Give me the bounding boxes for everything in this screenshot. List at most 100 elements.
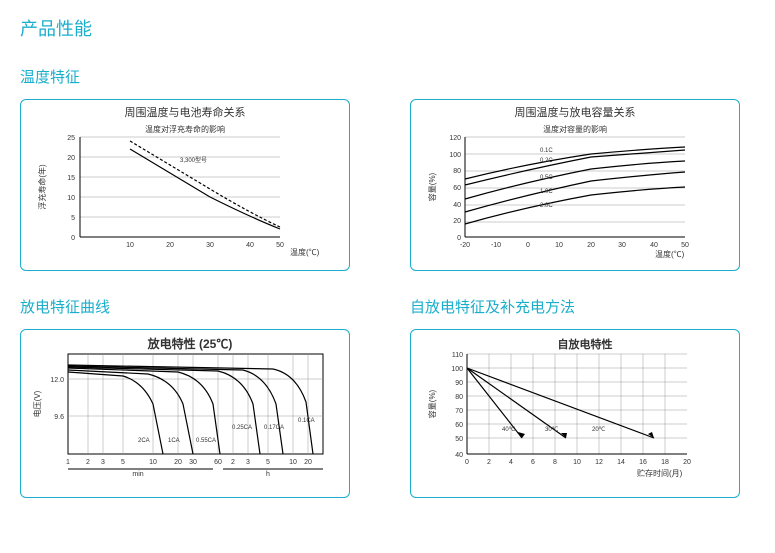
section-discharge-title: 放电特征曲线: [20, 296, 350, 317]
page-title: 产品性能: [20, 15, 755, 41]
svg-text:60: 60: [453, 185, 461, 192]
svg-text:50: 50: [681, 242, 689, 249]
svg-text:1.0C: 1.0C: [540, 189, 553, 195]
svg-text:3: 3: [101, 459, 105, 466]
svg-text:3: 3: [246, 459, 250, 466]
svg-text:20: 20: [587, 242, 595, 249]
svg-text:10: 10: [555, 242, 563, 249]
svg-text:0: 0: [457, 235, 461, 242]
chart2-title: 周围温度与放电容量关系: [419, 104, 731, 120]
row-2: 放电特征曲线 放电特性 (25℃): [20, 296, 755, 498]
chart1-subtitle: 温度对浮充寿命的影响: [145, 124, 225, 134]
svg-text:9.6: 9.6: [54, 414, 64, 421]
svg-text:放电特性 (25℃): 放电特性 (25℃): [147, 336, 233, 351]
svg-text:0.1CA: 0.1CA: [298, 418, 315, 424]
svg-text:40: 40: [650, 242, 658, 249]
svg-text:25: 25: [67, 135, 75, 142]
svg-text:120: 120: [449, 135, 461, 142]
svg-text:2: 2: [86, 459, 90, 466]
svg-text:50: 50: [455, 436, 463, 443]
svg-text:2: 2: [231, 459, 235, 466]
svg-text:40: 40: [455, 452, 463, 459]
svg-text:50: 50: [276, 242, 284, 249]
svg-text:90: 90: [455, 380, 463, 387]
svg-text:10: 10: [573, 459, 581, 466]
svg-text:5: 5: [71, 215, 75, 222]
svg-text:12: 12: [595, 459, 603, 466]
svg-text:20℃: 20℃: [592, 427, 606, 433]
svg-text:0.55CA: 0.55CA: [196, 438, 216, 444]
svg-text:0.5C: 0.5C: [540, 175, 553, 181]
svg-text:-10: -10: [491, 242, 501, 249]
svg-text:30℃: 30℃: [545, 427, 559, 433]
svg-text:110: 110: [452, 352, 463, 359]
chart-temperature-life: 周围温度与电池寿命关系 温度对浮充寿命的影响: [20, 99, 350, 271]
chart1-title: 周围温度与电池寿命关系: [29, 104, 341, 120]
svg-text:18: 18: [661, 459, 669, 466]
svg-text:60: 60: [214, 459, 222, 466]
svg-text:贮存时间(月): 贮存时间(月): [637, 468, 683, 478]
svg-text:4: 4: [509, 459, 513, 466]
svg-text:15: 15: [67, 175, 75, 182]
svg-text:温度(℃): 温度(℃): [655, 249, 685, 259]
svg-text:20: 20: [683, 459, 691, 466]
svg-text:温度(℃): 温度(℃): [290, 247, 320, 257]
svg-text:12.0: 12.0: [50, 377, 64, 384]
chart4-svg: 自放电特性: [425, 334, 725, 489]
section-temperature-title: 温度特征: [20, 66, 755, 87]
svg-text:14: 14: [617, 459, 625, 466]
chart1-grid: [80, 137, 280, 217]
svg-text:容量(%): 容量(%): [427, 389, 437, 418]
svg-text:0: 0: [71, 235, 75, 242]
svg-text:0.25CA: 0.25CA: [232, 425, 252, 431]
svg-text:min: min: [132, 471, 143, 478]
svg-text:电压(V): 电压(V): [32, 390, 42, 417]
svg-text:10: 10: [67, 195, 75, 202]
section-selfdischarge-title: 自放电特征及补充电方法: [410, 296, 740, 317]
svg-text:40: 40: [453, 202, 461, 209]
svg-text:0: 0: [465, 459, 469, 466]
svg-text:70: 70: [455, 408, 463, 415]
svg-text:h: h: [266, 471, 270, 478]
svg-text:20: 20: [453, 218, 461, 225]
svg-text:3,300型号: 3,300型号: [180, 156, 207, 164]
svg-text:容量(%): 容量(%): [427, 172, 437, 201]
svg-text:16: 16: [639, 459, 647, 466]
svg-text:浮充寿命(年): 浮充寿命(年): [37, 164, 47, 210]
svg-text:0.1C: 0.1C: [540, 148, 553, 154]
svg-text:30: 30: [206, 242, 214, 249]
chart2-subtitle: 温度对容量的影响: [543, 124, 607, 134]
svg-text:30: 30: [618, 242, 626, 249]
chart-temperature-capacity: 周围温度与放电容量关系 温度对容量的影响 0: [410, 99, 740, 271]
chart-self-discharge: 自放电特性: [410, 329, 740, 498]
svg-text:-20: -20: [460, 242, 470, 249]
svg-text:20: 20: [174, 459, 182, 466]
svg-text:5: 5: [121, 459, 125, 466]
svg-text:80: 80: [455, 394, 463, 401]
chart-discharge: 放电特性 (25℃): [20, 329, 350, 498]
svg-text:0.17CA: 0.17CA: [264, 425, 284, 431]
svg-text:10: 10: [149, 459, 157, 466]
svg-text:80: 80: [453, 168, 461, 175]
svg-text:20: 20: [166, 242, 174, 249]
svg-text:40℃: 40℃: [502, 427, 516, 433]
svg-text:40: 40: [246, 242, 254, 249]
svg-text:8: 8: [553, 459, 557, 466]
svg-text:100: 100: [449, 152, 461, 159]
svg-text:10: 10: [126, 242, 134, 249]
svg-text:自放电特性: 自放电特性: [558, 337, 613, 351]
svg-text:60: 60: [455, 422, 463, 429]
svg-text:2CA: 2CA: [138, 438, 150, 444]
row-1: 周围温度与电池寿命关系 温度对浮充寿命的影响: [20, 99, 755, 271]
svg-text:2: 2: [487, 459, 491, 466]
svg-text:100: 100: [451, 366, 463, 373]
chart3-svg: 放电特性 (25℃): [30, 334, 340, 489]
svg-text:6: 6: [531, 459, 535, 466]
svg-text:1: 1: [66, 459, 70, 466]
chart2-grid: [465, 137, 685, 222]
svg-text:0.2C: 0.2C: [540, 158, 553, 164]
svg-text:30: 30: [189, 459, 197, 466]
svg-text:5: 5: [266, 459, 270, 466]
svg-text:1CA: 1CA: [168, 438, 180, 444]
svg-text:10: 10: [289, 459, 297, 466]
